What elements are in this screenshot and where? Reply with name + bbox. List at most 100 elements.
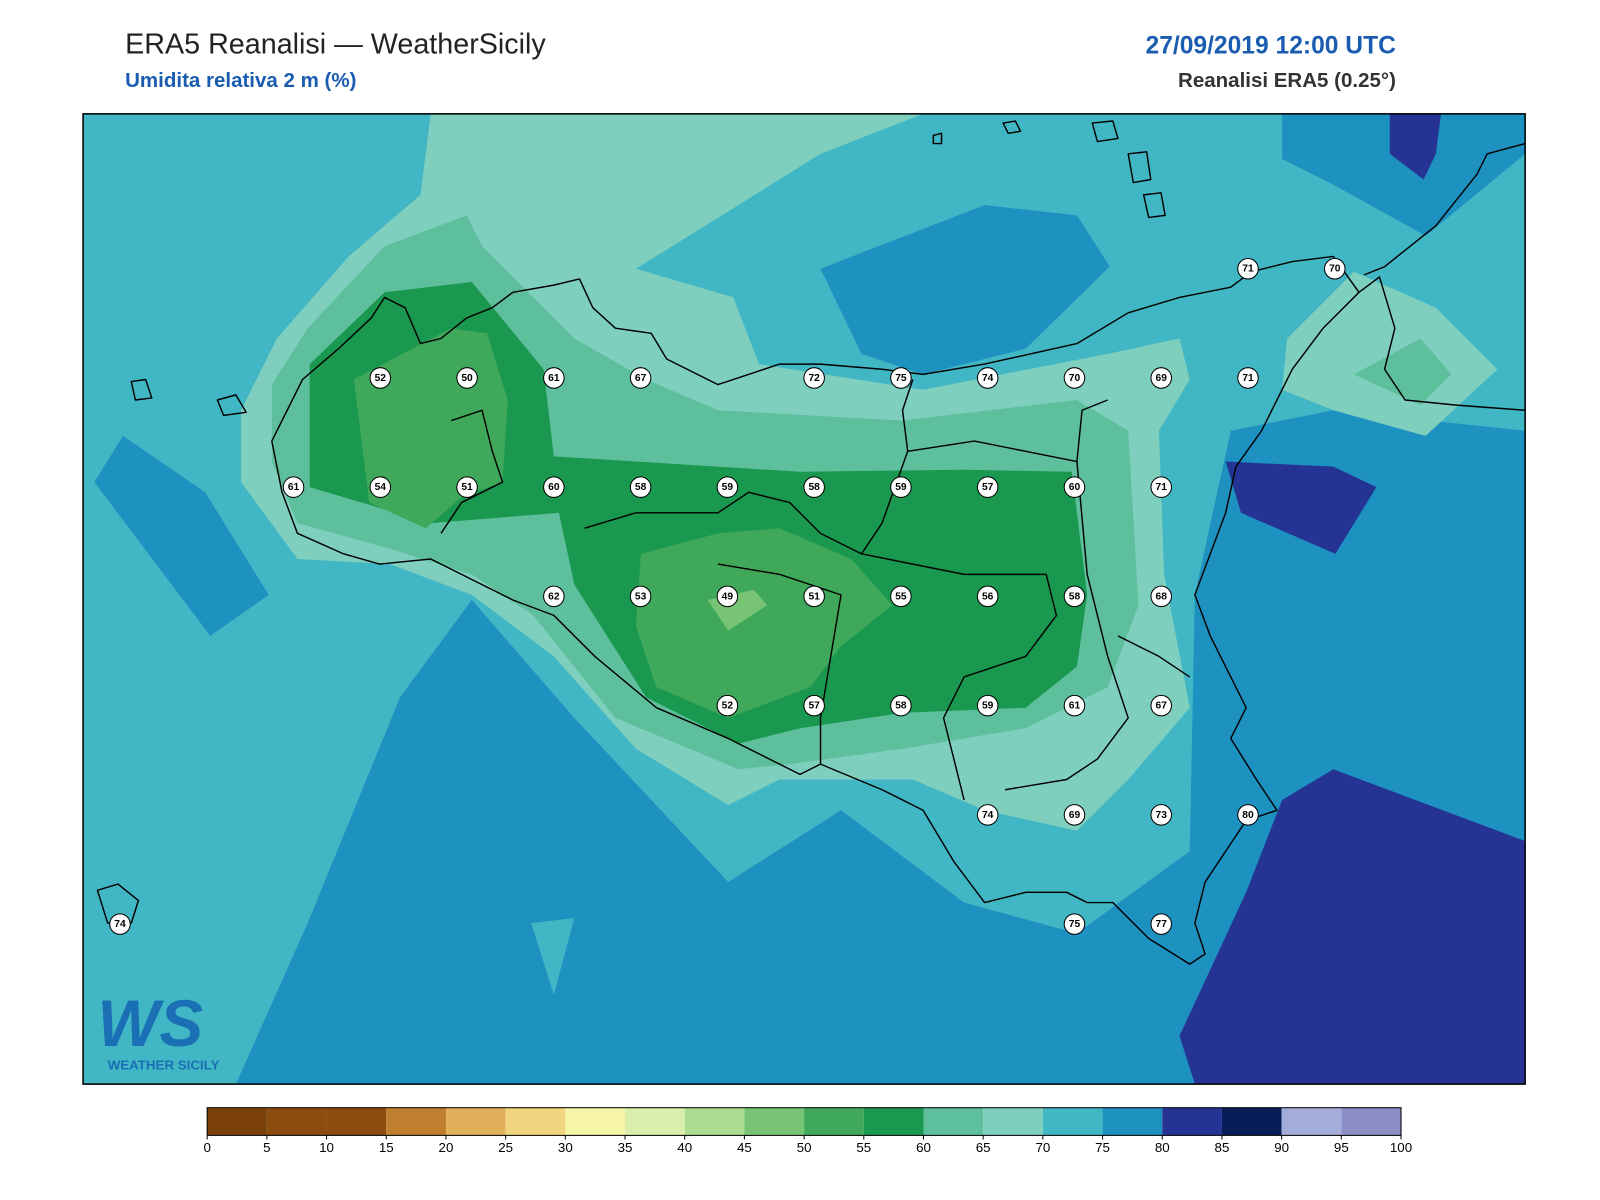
station-value: 70 [1069,373,1081,384]
station-value: 59 [722,482,734,493]
station-value: 51 [461,482,473,493]
logo-mark: WS [97,987,203,1060]
station-value: 68 [1156,591,1168,602]
station-value: 71 [1242,373,1254,384]
station-value: 70 [1329,264,1341,275]
colorbar-tick-label: 55 [856,1140,871,1155]
station-marker [629,476,652,498]
station-marker [456,476,478,498]
colorbar-swatch [923,1107,984,1136]
colorbar-swatch [386,1107,446,1136]
colorbar-swatch [207,1107,267,1136]
station-value: 75 [1069,919,1081,930]
colorbar-swatch [1221,1107,1282,1136]
station-value: 56 [982,591,994,602]
station-marker [282,476,305,498]
contour-fill [531,917,575,995]
logo-text: WEATHER SICILY [108,1058,220,1073]
station-marker [629,585,652,608]
station-value: 55 [895,591,907,602]
station-marker [890,585,912,608]
station-layer: 71 70 52 50 61 67 72 75 74 70 69 71 61 54 51 60 58 59 58 59… [109,257,1346,935]
colorbar-swatch [266,1107,327,1136]
contour-fill [1282,113,1526,236]
station-marker [976,585,999,608]
station-value: 59 [895,482,907,493]
station-value: 60 [1069,482,1081,493]
station-value: 74 [114,919,126,930]
station-marker [803,585,825,608]
station-marker [543,476,565,498]
station-value: 52 [375,373,387,384]
station-value: 57 [808,701,820,712]
colorbar-swatch [625,1107,685,1136]
colorbar-tick-label: 80 [1155,1140,1170,1155]
colorbar-swatch [863,1107,924,1136]
contour-layer [83,113,1526,1085]
station-value: 67 [635,373,647,384]
station-value: 74 [982,373,994,384]
colorbar-swatch [505,1107,566,1136]
station-marker [1063,913,1086,935]
station-marker [803,476,825,498]
station-value: 75 [895,373,907,384]
colorbar-swatch [1162,1107,1222,1136]
colorbar-tick-label: 65 [976,1140,991,1155]
station-value: 59 [982,701,994,712]
colorbar-tick-label: 75 [1095,1140,1110,1155]
station-value: 69 [1156,373,1168,384]
colorbar-tick-label: 45 [737,1140,752,1155]
station-marker [1150,367,1172,389]
contour-fill [1282,271,1498,436]
colorbar-swatch [1042,1107,1103,1136]
contour-fill [820,205,1110,375]
station-value: 57 [982,482,994,493]
station-marker [1063,476,1086,498]
colorbar-tick-label: 100 [1390,1140,1412,1155]
colorbar-tick-label: 0 [203,1140,210,1155]
station-value: 74 [982,810,994,821]
colorbar-swatch [744,1107,805,1136]
colorbar: 0 5 10 15 20 25 30 35 40 45 50 55 60 65 70 75 80 85 90 95 10… [203,1107,1412,1155]
station-marker [1150,476,1172,498]
colorbar-tick-label: 90 [1274,1140,1289,1155]
colorbar-tick-label: 35 [618,1140,633,1155]
station-marker [976,367,999,389]
coastline [271,255,1360,965]
colorbar-tick-label: 40 [677,1140,692,1155]
station-value: 52 [722,701,734,712]
station-marker [1150,694,1172,717]
station-value: 54 [375,482,387,493]
contour-fill [635,528,893,718]
station-value: 60 [548,482,560,493]
station-marker [1237,804,1259,826]
contour-fill [1225,461,1377,554]
station-value: 71 [1242,264,1254,275]
station-value: 58 [635,482,647,493]
station-marker [109,913,131,935]
station-value: 58 [895,701,907,712]
subtitle: Umidita relativa 2 m (%) [125,69,356,92]
station-marker [976,476,999,498]
title: ERA5 Reanalisi — WeatherSicily [125,28,546,60]
colorbar-tick-label: 5 [263,1140,270,1155]
station-marker [1150,913,1172,935]
station-marker [1324,257,1346,280]
colorbar-swatch [326,1107,387,1136]
colorbar-tick-label: 20 [439,1140,454,1155]
colorbar-swatch [684,1107,745,1136]
station-value: 61 [288,482,300,493]
contour-fill [1179,769,1526,1085]
station-marker [890,694,912,717]
station-marker [716,476,739,498]
colorbar-swatch [565,1107,626,1136]
station-marker [716,694,739,717]
source: Reanalisi ERA5 (0.25°) [1178,69,1396,92]
colorbar-tick-label: 50 [797,1140,812,1155]
station-marker [456,367,478,389]
date: 27/09/2019 12:00 UTC [1146,32,1397,59]
station-marker [543,585,565,608]
colorbar-swatch [804,1107,864,1136]
